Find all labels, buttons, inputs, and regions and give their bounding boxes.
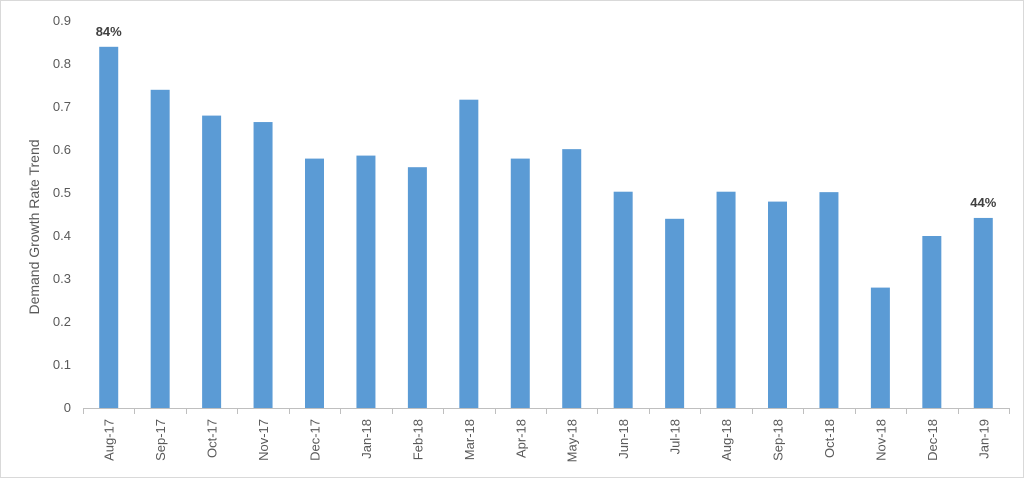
bar-jan-19 <box>973 217 993 408</box>
bar-jul-18 <box>665 218 685 408</box>
y-axis-label: Demand Growth Rate Trend <box>26 139 42 314</box>
bar-jan-18 <box>356 155 376 408</box>
bar-sep-17 <box>150 89 170 409</box>
x-tick-label: Dec-18 <box>925 419 940 461</box>
y-tick-label: 0 <box>64 400 71 415</box>
data-label: 44% <box>970 195 996 210</box>
y-tick-label: 0.5 <box>53 185 71 200</box>
bar-dec-18 <box>922 236 942 408</box>
y-tick-label: 0.8 <box>53 56 71 71</box>
x-tick-label: May-18 <box>565 419 580 462</box>
bar-nov-17 <box>253 122 273 409</box>
x-tick-label: Oct-17 <box>205 419 220 458</box>
y-tick-label: 0.7 <box>53 99 71 114</box>
data-label: 84% <box>96 24 122 39</box>
y-tick-label: 0.3 <box>53 271 71 286</box>
x-tick-label: Nov-18 <box>873 419 888 461</box>
bar-sep-18 <box>768 201 787 408</box>
x-tick-label: Feb-18 <box>410 419 425 460</box>
x-tick-label: Jan-19 <box>976 419 991 459</box>
y-tick-label: 0.2 <box>53 314 71 329</box>
x-tick-label: Sep-17 <box>153 419 168 461</box>
bar-aug-17 <box>99 46 119 409</box>
bar-dec-17 <box>305 158 324 408</box>
bars <box>99 46 993 409</box>
x-tick-label: Aug-18 <box>719 419 734 461</box>
y-tick-label: 0.1 <box>53 357 71 372</box>
y-tick-label: 0.9 <box>53 13 71 28</box>
x-tick-label: Jan-18 <box>359 419 374 459</box>
y-axis-ticks: 0 0.1 0.2 0.3 0.4 0.5 0.6 0.7 0.8 0.9 <box>53 13 71 415</box>
y-tick-label: 0.6 <box>53 142 71 157</box>
x-tick-label: Sep-18 <box>771 419 786 461</box>
x-tick-label: Jun-18 <box>616 419 631 459</box>
bar-aug-18 <box>716 191 736 408</box>
bar-jun-18 <box>613 191 633 408</box>
bar-feb-18 <box>407 167 427 408</box>
bar-oct-18 <box>819 192 839 408</box>
x-tick-label: Dec-17 <box>308 419 323 461</box>
bar-oct-17 <box>202 115 222 408</box>
bar-mar-18 <box>459 99 479 408</box>
data-labels: 84% 44% <box>96 24 997 210</box>
bar-nov-18 <box>870 287 890 408</box>
bar-apr-18 <box>510 158 530 408</box>
x-tick-label: Nov-17 <box>256 419 271 461</box>
x-tick-label: Oct-18 <box>822 419 837 458</box>
bar-may-18 <box>562 149 582 408</box>
x-axis-labels: Aug-17 Sep-17 Oct-17 Nov-17 Dec-17 Jan-18 Feb-… <box>102 419 992 462</box>
x-tick-label: Aug-17 <box>102 419 117 461</box>
x-axis-tick-marks <box>83 408 1010 414</box>
x-tick-label: Jul-18 <box>668 419 683 454</box>
x-tick-label: Apr-18 <box>513 419 528 458</box>
y-tick-label: 0.4 <box>53 228 71 243</box>
x-tick-label: Mar-18 <box>462 419 477 460</box>
